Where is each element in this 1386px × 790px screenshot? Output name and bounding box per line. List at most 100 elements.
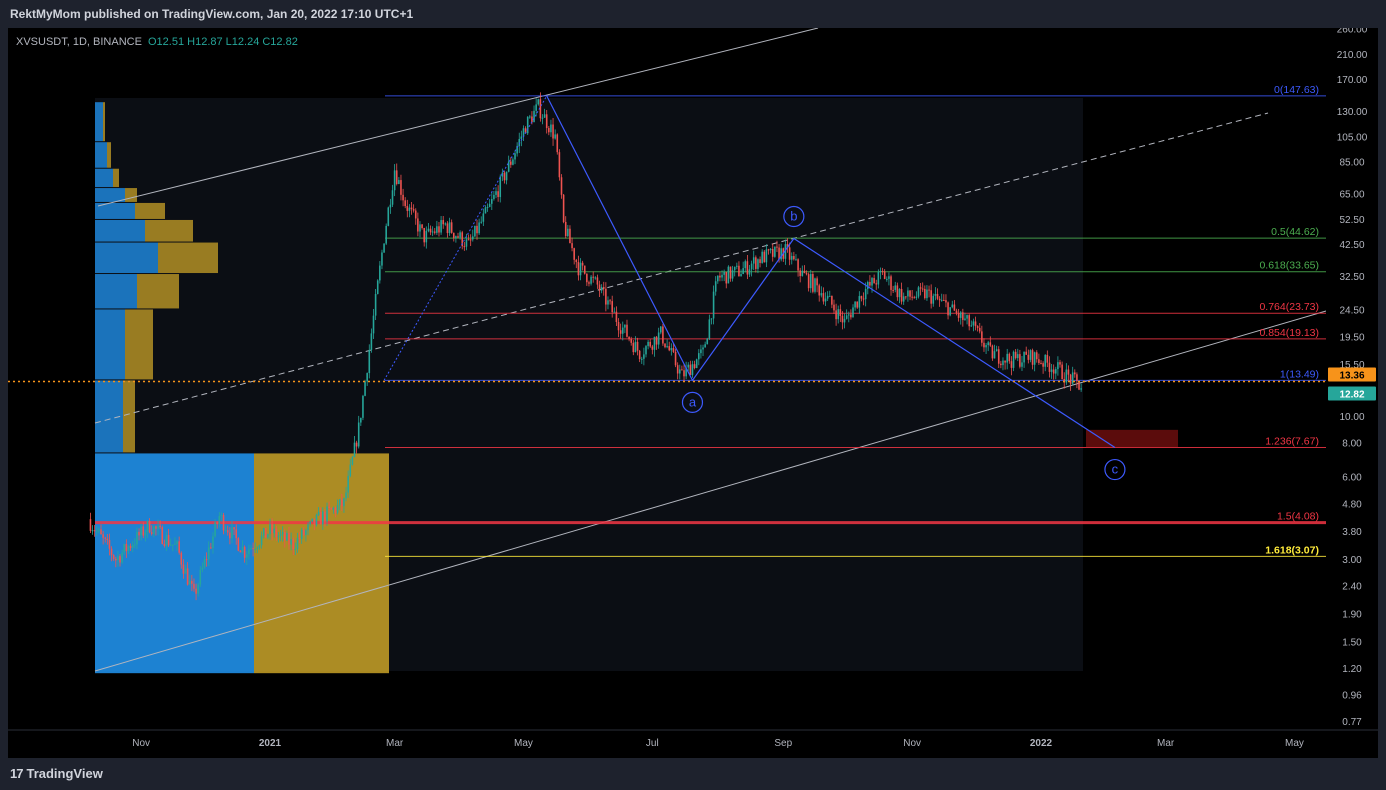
candle-body xyxy=(930,290,932,304)
candle-body xyxy=(237,538,240,551)
candle-body xyxy=(862,298,865,300)
candle-body xyxy=(203,559,206,568)
price-axis-tick: 170.00 xyxy=(1337,75,1368,86)
candle-body xyxy=(322,511,324,525)
candle-body xyxy=(186,568,189,585)
price-axis-tick: 52.50 xyxy=(1339,215,1364,226)
candle-body xyxy=(651,346,654,350)
candle-body xyxy=(761,251,763,263)
candle-body xyxy=(602,287,605,289)
candle-body xyxy=(191,580,193,584)
candle-body xyxy=(600,287,603,291)
candle-body xyxy=(575,259,578,263)
candle-body xyxy=(609,300,611,302)
candle-body xyxy=(243,546,246,558)
candle-body xyxy=(102,534,104,538)
wave-label-circle xyxy=(681,391,704,414)
candle-body xyxy=(326,506,328,522)
candle-body xyxy=(1027,354,1030,360)
candle-body xyxy=(541,117,544,119)
candle-body xyxy=(554,134,556,139)
price-axis-tick: 260.00 xyxy=(1337,28,1368,36)
candle-body xyxy=(474,225,476,237)
candle-body xyxy=(784,244,787,259)
volume-profile xyxy=(95,102,389,674)
candle-body xyxy=(1023,351,1025,363)
candle-body xyxy=(364,381,366,396)
candle-body xyxy=(233,527,235,530)
volume-profile-bar xyxy=(95,219,145,242)
candle-body xyxy=(706,338,709,345)
candle-body xyxy=(499,176,502,198)
candle-body xyxy=(638,350,641,360)
candle-body xyxy=(488,203,491,207)
candle-body xyxy=(1029,350,1032,360)
candles xyxy=(89,92,1082,601)
candle-body xyxy=(719,275,721,278)
chart-pane[interactable]: 0(147.63) 0.5(44.62) 0.618(33.65) 0.764(23.… xyxy=(8,28,1378,758)
candle-body xyxy=(776,246,778,248)
candle-body xyxy=(947,302,949,316)
candle-body xyxy=(1016,354,1019,359)
candle-body xyxy=(417,218,419,232)
volume-profile-bar xyxy=(135,202,165,219)
candle-body xyxy=(902,296,905,302)
price-axis-tick: 2.40 xyxy=(1342,582,1362,593)
candle-body xyxy=(239,550,242,553)
candle-body xyxy=(518,138,521,147)
candle-body xyxy=(302,529,305,535)
price-axis-tick: 105.00 xyxy=(1337,132,1368,143)
candle-body xyxy=(140,526,142,536)
candle-body xyxy=(486,206,489,208)
candle-body xyxy=(843,318,846,323)
candle-body xyxy=(408,207,411,211)
candle-body xyxy=(507,161,510,172)
volume-profile-bar xyxy=(107,142,111,168)
candle-body xyxy=(493,194,495,200)
tradingview-logo[interactable]: 17 TradingView xyxy=(10,766,103,781)
candle-body xyxy=(894,285,897,290)
candle-body xyxy=(484,207,487,214)
candle-body xyxy=(881,271,884,273)
candle-body xyxy=(700,349,702,354)
candle-body xyxy=(1073,372,1076,375)
price-chart[interactable]: 0(147.63) 0.5(44.62) 0.618(33.65) 0.764(23.… xyxy=(8,28,1378,758)
candle-body xyxy=(1059,362,1061,365)
candle-body xyxy=(501,172,504,177)
candle-body xyxy=(934,293,937,296)
candle-body xyxy=(560,177,563,195)
candle-body xyxy=(366,373,368,382)
candle-body xyxy=(1035,352,1038,360)
candle-body xyxy=(159,525,161,528)
candle-body xyxy=(376,280,379,294)
candle-body xyxy=(207,547,210,560)
candle-body xyxy=(759,259,761,263)
candle-body xyxy=(632,342,635,353)
candle-body xyxy=(195,588,197,594)
candle-body xyxy=(533,110,535,123)
price-axis-tick: 3.00 xyxy=(1342,555,1362,566)
candle-body xyxy=(583,265,586,274)
candle-body xyxy=(854,301,856,308)
candle-body xyxy=(531,116,533,123)
candle-body xyxy=(940,299,943,301)
candle-body xyxy=(514,153,516,160)
candle-body xyxy=(905,296,907,298)
candle-body xyxy=(577,262,580,276)
candle-body xyxy=(714,281,717,292)
candle-body xyxy=(112,555,115,559)
candle-body xyxy=(157,525,159,529)
candle-body xyxy=(433,231,436,233)
candle-body xyxy=(1067,369,1070,375)
price-axis-tick: 130.00 xyxy=(1337,107,1368,118)
candle-body xyxy=(446,223,449,234)
candle-body xyxy=(148,520,151,533)
candle-body xyxy=(659,326,662,333)
candle-body xyxy=(201,567,204,570)
candle-body xyxy=(704,344,706,348)
price-axis-tick: 24.50 xyxy=(1339,305,1364,316)
candle-body xyxy=(1004,360,1006,363)
candle-body xyxy=(1033,352,1036,365)
price-axis-tick: 85.00 xyxy=(1339,158,1364,169)
candle-body xyxy=(138,531,140,536)
